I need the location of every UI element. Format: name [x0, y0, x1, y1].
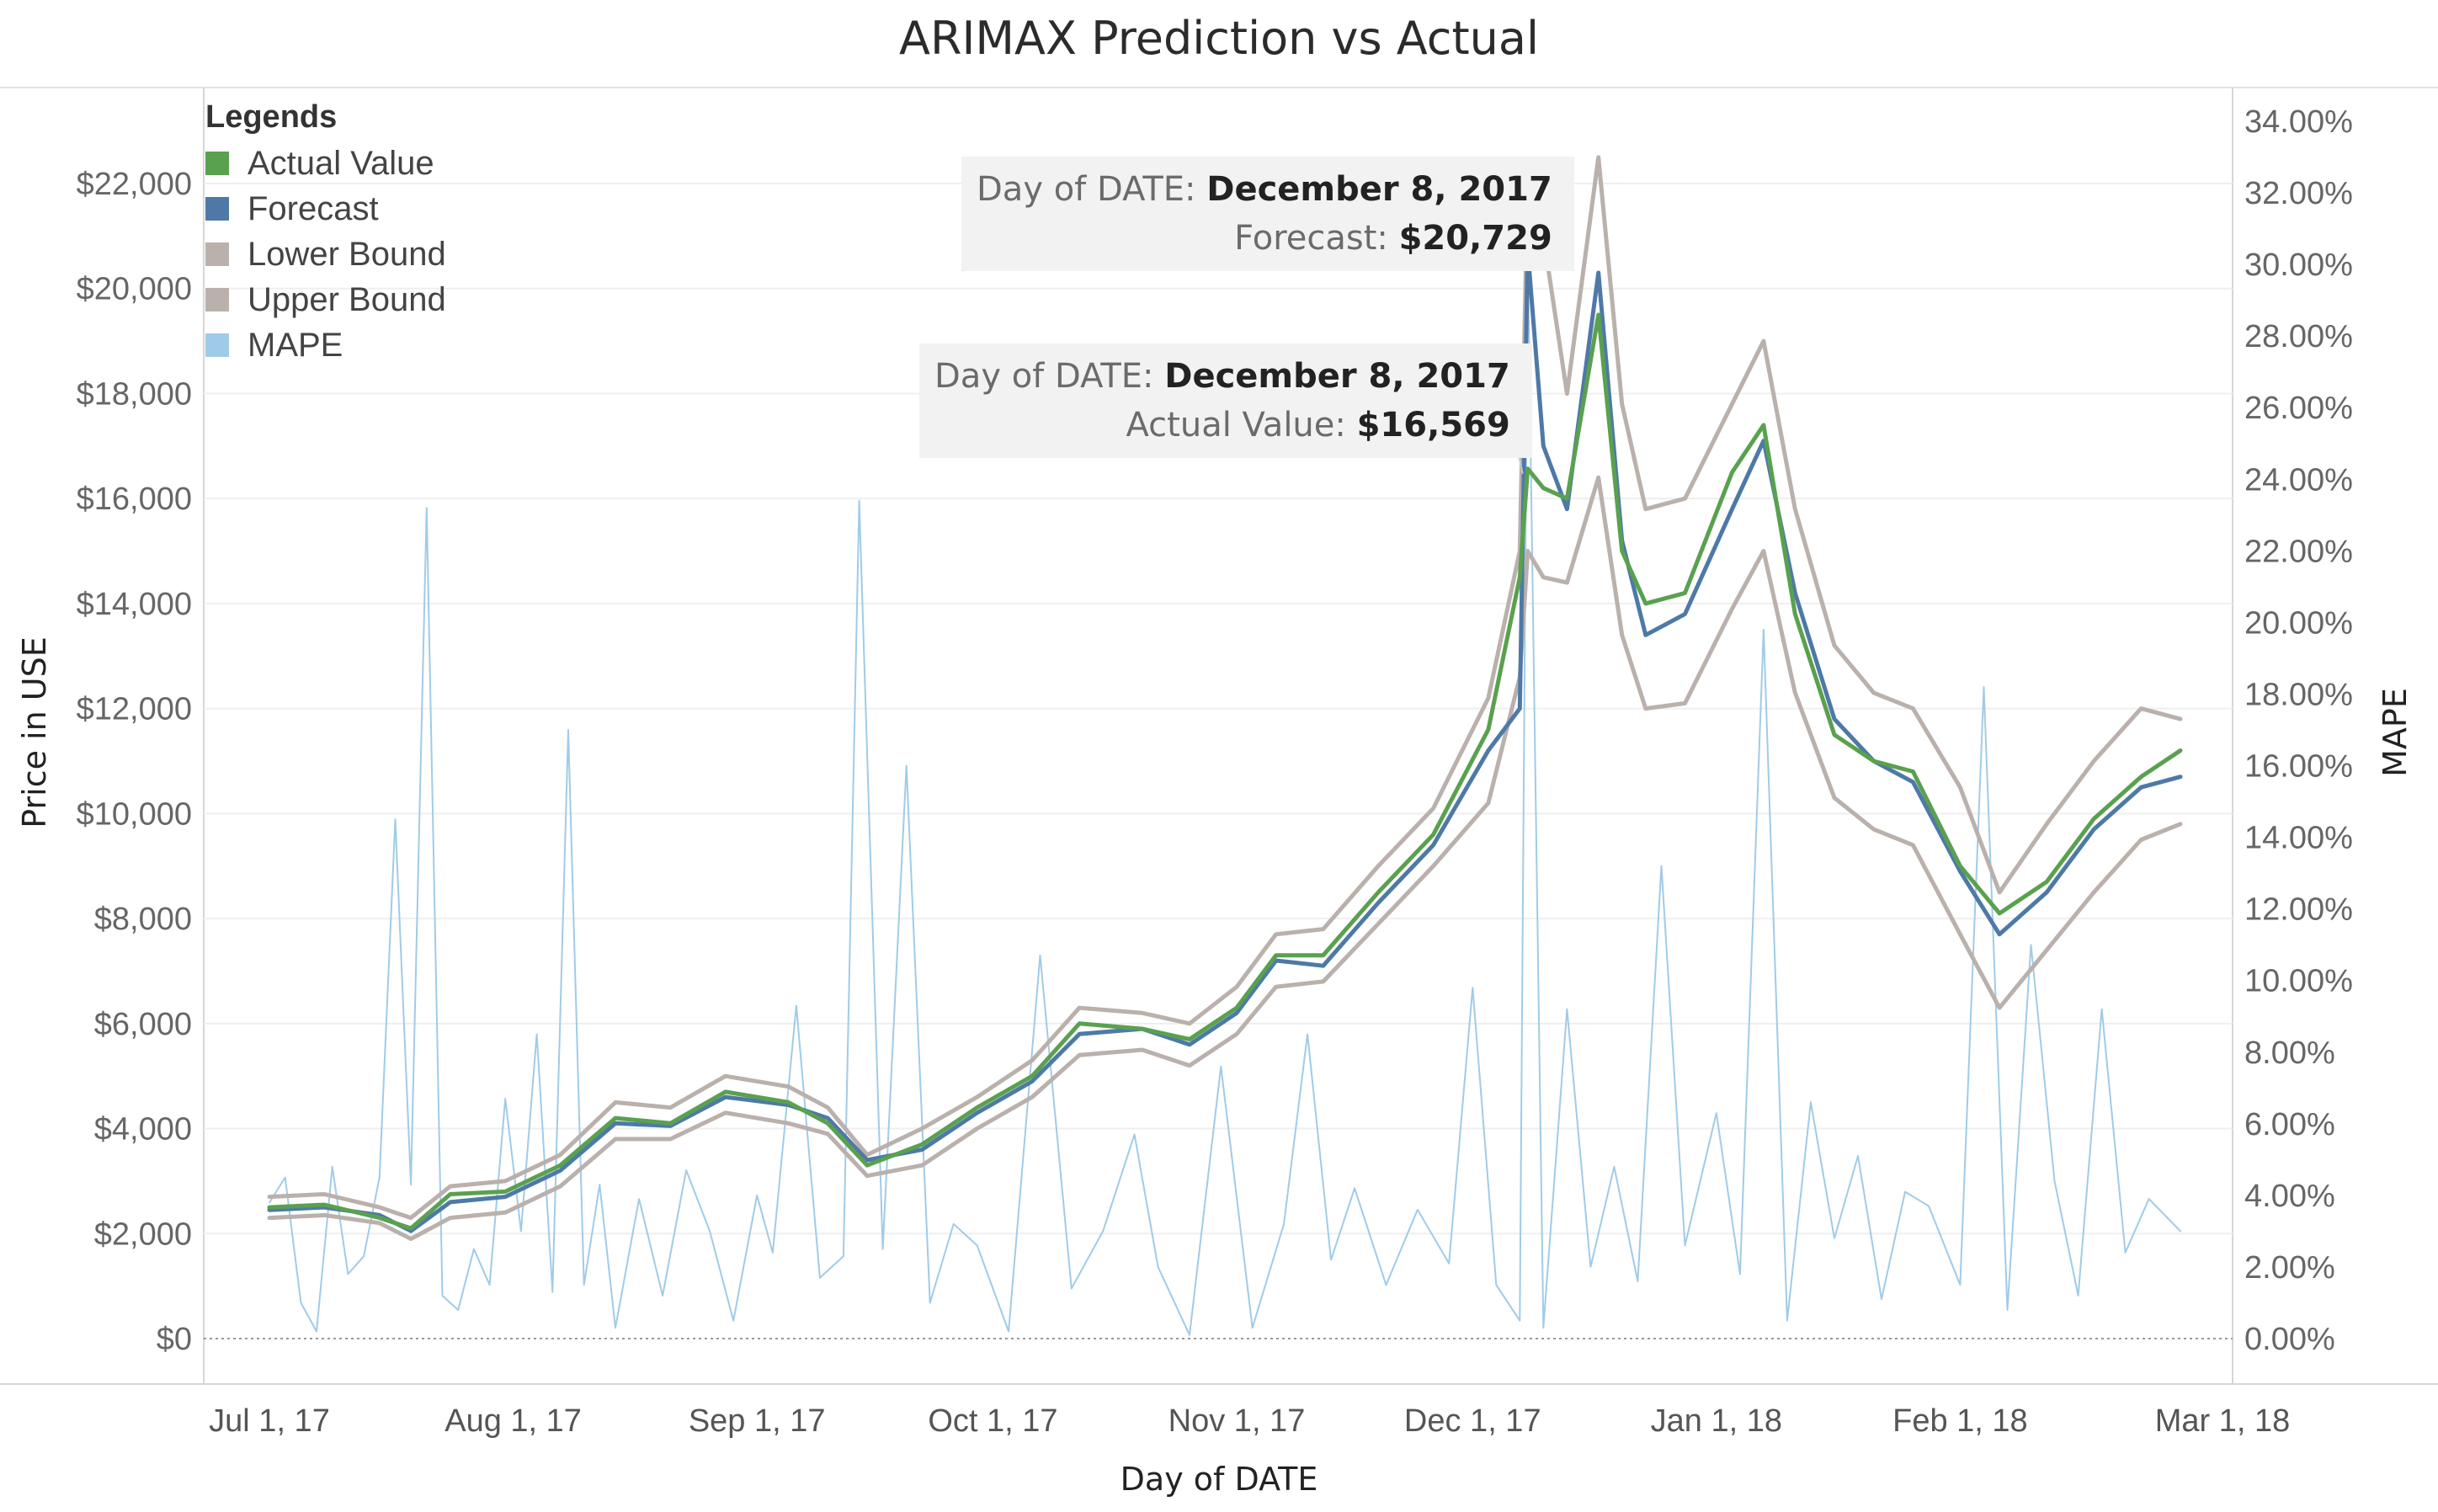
y2-tick-label: 18.00%	[2244, 677, 2353, 712]
legend-label-forecast: Forecast	[248, 189, 379, 227]
legend-item-mape[interactable]: MAPE	[205, 322, 446, 368]
x-tick-label: Aug 1, 17	[444, 1403, 582, 1439]
legend-swatch-forecast	[205, 197, 229, 221]
series-line-actual-value[interactable]	[267, 312, 2183, 1231]
x-tick-label: Mar 1, 18	[2155, 1403, 2291, 1439]
x-axis-title: Day of DATE	[1121, 1461, 1318, 1498]
legend-item-upper-bound[interactable]: Upper Bound	[205, 277, 446, 322]
tooltip-forecast: Day of DATE: December 8, 2017 Forecast: …	[961, 157, 1574, 271]
x-tick-label: Jan 1, 18	[1651, 1403, 1782, 1439]
y2-tick-label: 0.00%	[2244, 1322, 2335, 1357]
y2-tick-label: 10.00%	[2244, 964, 2353, 999]
y-axis-title: Price in USE	[16, 636, 53, 828]
y2-tick-label: 30.00%	[2244, 248, 2353, 283]
y-tick-label: $18,000	[77, 376, 192, 412]
y2-tick-label: 24.00%	[2244, 462, 2353, 498]
series-line-upper-bound[interactable]	[267, 155, 2183, 1221]
legend-item-forecast[interactable]: Forecast	[205, 186, 446, 232]
y2-axis-title: MAPE	[2377, 688, 2414, 777]
x-tick-label: Sep 1, 17	[689, 1403, 826, 1439]
y2-tick-label: 26.00%	[2244, 391, 2353, 426]
y2-tick-label: 14.00%	[2244, 821, 2353, 856]
y2-tick-label: 16.00%	[2244, 749, 2353, 785]
x-tick-label: Dec 1, 17	[1404, 1403, 1541, 1439]
series-line-lower-bound[interactable]	[267, 475, 2183, 1241]
tooltip-date-label: Day of DATE:	[934, 357, 1154, 396]
tooltip-measure-label: Actual Value:	[1126, 406, 1346, 445]
legend-swatch-upper-bound	[205, 288, 229, 311]
legend-item-lower-bound[interactable]: Lower Bound	[205, 232, 446, 277]
series-line-forecast[interactable]	[267, 248, 2183, 1233]
y-tick-label: $8,000	[94, 902, 192, 937]
tooltip-date-value: December 8, 2017	[1206, 170, 1552, 209]
chart-title: ARIMAX Prediction vs Actual	[899, 12, 1539, 65]
y2-tick-label: 12.00%	[2244, 892, 2353, 928]
y2-tick-label: 2.00%	[2244, 1250, 2335, 1286]
legend-swatch-actual	[205, 152, 229, 175]
y2-tick-label: 8.00%	[2244, 1036, 2335, 1071]
legend-label-mape: MAPE	[248, 326, 343, 364]
x-tick-label: Oct 1, 17	[928, 1403, 1057, 1439]
tooltip-actual: Day of DATE: December 8, 2017 Actual Val…	[919, 343, 1532, 458]
legend: Legends Actual Value Forecast Lower Boun…	[205, 99, 446, 368]
y-tick-label: $2,000	[94, 1217, 192, 1252]
series-line-mape[interactable]	[269, 245, 2181, 1336]
legend-item-actual[interactable]: Actual Value	[205, 141, 446, 186]
y2-tick-label: 4.00%	[2244, 1179, 2335, 1214]
legend-title: Legends	[205, 99, 338, 135]
y-tick-label: $4,000	[94, 1112, 192, 1147]
x-tick-label: Feb 1, 18	[1892, 1403, 2028, 1439]
legend-label-lower-bound: Lower Bound	[248, 235, 446, 273]
y-tick-label: $22,000	[77, 167, 192, 202]
legend-label-actual: Actual Value	[248, 144, 434, 182]
y-tick-label: $14,000	[77, 587, 192, 622]
y2-tick-label: 22.00%	[2244, 534, 2353, 569]
tooltip-date-value: December 8, 2017	[1164, 357, 1510, 396]
y2-tick-label: 32.00%	[2244, 176, 2353, 211]
y-tick-label: $12,000	[77, 692, 192, 727]
tooltip-measure-label: Forecast:	[1234, 219, 1388, 258]
y2-tick-label: 34.00%	[2244, 104, 2353, 140]
y-tick-label: $6,000	[94, 1007, 192, 1042]
legend-swatch-lower-bound	[205, 242, 229, 266]
y-tick-label: $0	[157, 1322, 192, 1357]
y-tick-label: $16,000	[77, 482, 192, 517]
y2-tick-label: 20.00%	[2244, 605, 2353, 641]
x-tick-label: Nov 1, 17	[1168, 1403, 1306, 1439]
legend-label-upper-bound: Upper Bound	[248, 280, 446, 318]
y2-tick-label: 28.00%	[2244, 319, 2353, 354]
tooltip-measure-value: $16,569	[1356, 406, 1510, 445]
y2-tick-label: 6.00%	[2244, 1107, 2335, 1142]
legend-swatch-mape	[205, 333, 229, 357]
tooltip-date-label: Day of DATE:	[977, 170, 1196, 209]
tooltip-measure-value: $20,729	[1398, 219, 1552, 258]
y-tick-label: $20,000	[77, 272, 192, 307]
y-tick-label: $10,000	[77, 796, 192, 832]
x-tick-label: Jul 1, 17	[209, 1403, 330, 1439]
